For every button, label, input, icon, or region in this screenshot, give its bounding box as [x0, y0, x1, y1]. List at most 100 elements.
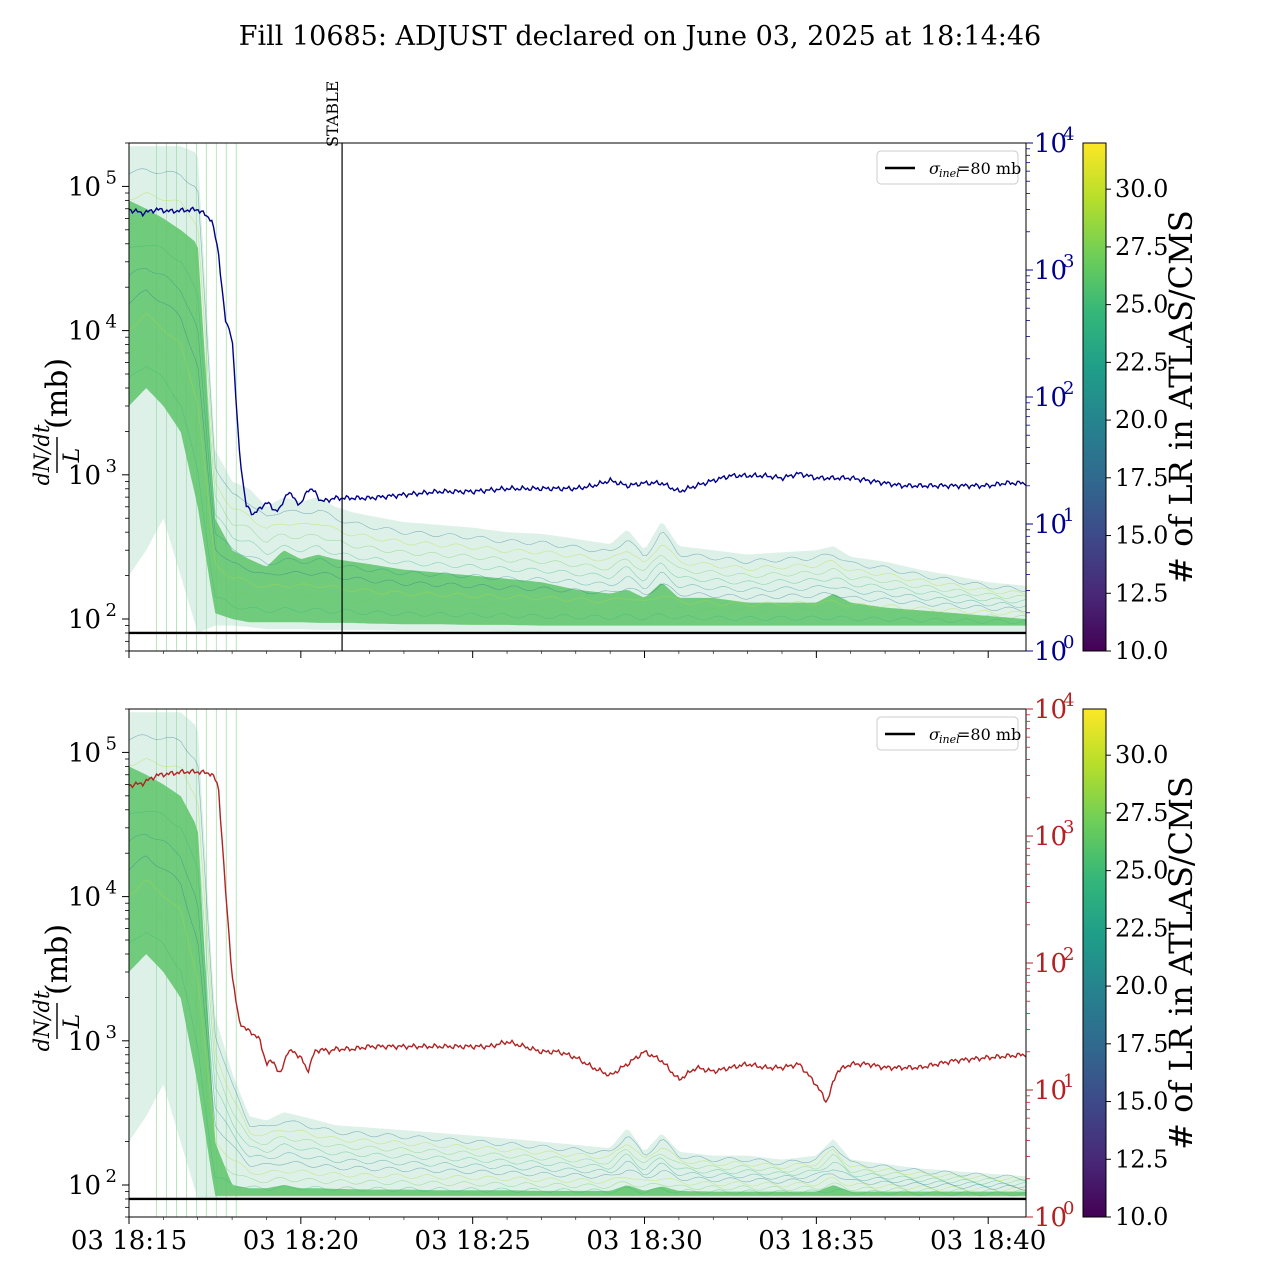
ratio-trace	[129, 192, 1026, 596]
y-tick-label: 10	[68, 605, 101, 635]
colorbar-tick-label: 27.5	[1115, 799, 1168, 827]
y-tick-exponent: 4	[106, 878, 117, 899]
colorbar-tick-label: 17.5	[1115, 1030, 1168, 1058]
colorbar: 10.0 12.5 15.0 17.5 20.0 22.5 25.0 27.5 30.0 # of…	[1082, 708, 1200, 1231]
colorbar-tick-label: 10.0	[1115, 1203, 1168, 1231]
chart-title: Fill 10685: ADJUST declared on June 03, …	[239, 21, 1041, 52]
ratio-trace	[129, 879, 1026, 1192]
y-tick-label: 10	[68, 1027, 101, 1057]
ratio-trace	[129, 758, 1026, 1182]
y-label-denominator: L	[60, 1014, 85, 1030]
y2-tick-exponent: 1	[1063, 505, 1074, 526]
colorbar-tick-label: 15.0	[1115, 1088, 1168, 1116]
legend: σ inel=80 mb	[876, 150, 1021, 185]
y2-tick-label: 10	[1034, 1076, 1067, 1106]
ratio-trace	[129, 784, 1026, 1184]
ratio-band-core	[129, 200, 1026, 626]
colorbar-tick-label: 25.0	[1115, 857, 1168, 885]
y-label-denominator: L	[60, 448, 85, 464]
y-axis-label: dN/dt L (mb)	[30, 924, 85, 1051]
ratio-trace	[129, 810, 1026, 1187]
legend-sigma: σ	[929, 159, 941, 178]
x-tick-label: 03 18:25	[415, 1226, 531, 1256]
ratio-band-core	[129, 766, 1026, 1196]
y-tick-exponent: 3	[106, 456, 117, 477]
y-tick-label: 10	[68, 738, 101, 768]
ratio-trace	[129, 855, 1026, 1191]
plot-area	[129, 709, 1026, 1217]
y-tick-label: 10	[68, 461, 101, 491]
ratio-trace	[129, 244, 1026, 604]
ratio-trace	[129, 267, 1026, 608]
stable-marker-label: STABLE	[323, 81, 342, 147]
legend-subscript: inel	[939, 733, 960, 746]
y2-tick-exponent: 3	[1063, 251, 1074, 272]
colorbar-label: # of LR in ATLAS/CMS	[1162, 776, 1200, 1150]
y-tick-label: 10	[68, 172, 101, 202]
legend-sigma: σ	[929, 725, 941, 744]
colorbar-tick-label: 12.5	[1115, 1145, 1168, 1173]
x-tick-label: 03 18:30	[586, 1226, 702, 1256]
y-axis-label: dN/dt L (mb)	[30, 358, 85, 485]
ratio-band-outer	[129, 146, 1026, 633]
y2-tick-label: 10	[1034, 822, 1067, 852]
y-tick-exponent: 2	[106, 600, 117, 621]
colorbar-label: # of LR in ATLAS/CMS	[1162, 210, 1200, 584]
y-label-numerator: dN/dt	[30, 424, 54, 485]
y2-tick-label: 10	[1034, 383, 1067, 413]
ratio-traces	[129, 168, 1026, 624]
colorbar-tick-label: 17.5	[1115, 464, 1168, 492]
y2-tick-exponent: 2	[1063, 944, 1074, 965]
y-label-unit: (mb)	[40, 924, 75, 995]
y2-tick-label: 10	[1034, 949, 1067, 979]
y-tick-exponent: 3	[106, 1022, 117, 1043]
colorbar-tick-label: 12.5	[1115, 579, 1168, 607]
ratio-trace	[129, 289, 1026, 613]
y-tick-exponent: 2	[106, 1166, 117, 1187]
ratio-trace	[129, 313, 1026, 616]
colorbar-tick-label: 20.0	[1115, 406, 1168, 434]
x-tick-label: 03 18:40	[930, 1226, 1046, 1256]
ratio-trace	[129, 905, 1026, 1195]
ratio-band-outer	[129, 712, 1026, 1199]
legend-frame	[876, 150, 1019, 185]
y2-tick-exponent: 3	[1063, 817, 1074, 838]
plot-area	[129, 143, 1026, 651]
colorbar-gradient	[1082, 142, 1107, 652]
colorbar-tick-label: 10.0	[1115, 637, 1168, 665]
y2-tick-label: 10	[1034, 129, 1067, 159]
colorbar-gradient	[1082, 708, 1107, 1218]
colorbar-tick-label: 30.0	[1115, 741, 1168, 769]
legend-frame	[876, 716, 1019, 751]
y-label-unit: (mb)	[40, 358, 75, 429]
colorbar-tick-label: 27.5	[1115, 233, 1168, 261]
x-tick-label: 03 18:15	[71, 1226, 187, 1256]
x-tick-label: 03 18:35	[758, 1226, 874, 1256]
ratio-trace	[129, 833, 1026, 1189]
ratio-trace	[129, 365, 1026, 624]
colorbar-tick-label: 30.0	[1115, 175, 1168, 203]
ratio-trace	[129, 168, 1026, 592]
y-tick-label: 10	[68, 1171, 101, 1201]
y-label-numerator: dN/dt	[30, 990, 54, 1051]
y2-tick-label: 10	[1034, 1203, 1067, 1233]
y2-tick-label: 10	[1034, 510, 1067, 540]
y2-tick-label: 10	[1034, 256, 1067, 286]
legend-label: =80 mb	[957, 725, 1021, 744]
ratio-traces	[129, 734, 1026, 1197]
colorbar-tick-label: 22.5	[1115, 914, 1168, 942]
y2-tick-label: 10	[1034, 695, 1067, 725]
y-tick-exponent: 5	[106, 733, 117, 754]
ratio-trace	[129, 734, 1026, 1181]
legend-subscript: inel	[939, 167, 960, 180]
colorbar-tick-label: 15.0	[1115, 522, 1168, 550]
colorbar: 10.0 12.5 15.0 17.5 20.0 22.5 25.0 27.5 30.0 # of…	[1082, 142, 1200, 665]
ratio-trace	[129, 218, 1026, 599]
y2-tick-exponent: 4	[1063, 690, 1074, 711]
y-tick-exponent: 4	[106, 312, 117, 333]
ratio-trace	[129, 931, 1026, 1197]
secondary-trace	[129, 206, 1026, 516]
